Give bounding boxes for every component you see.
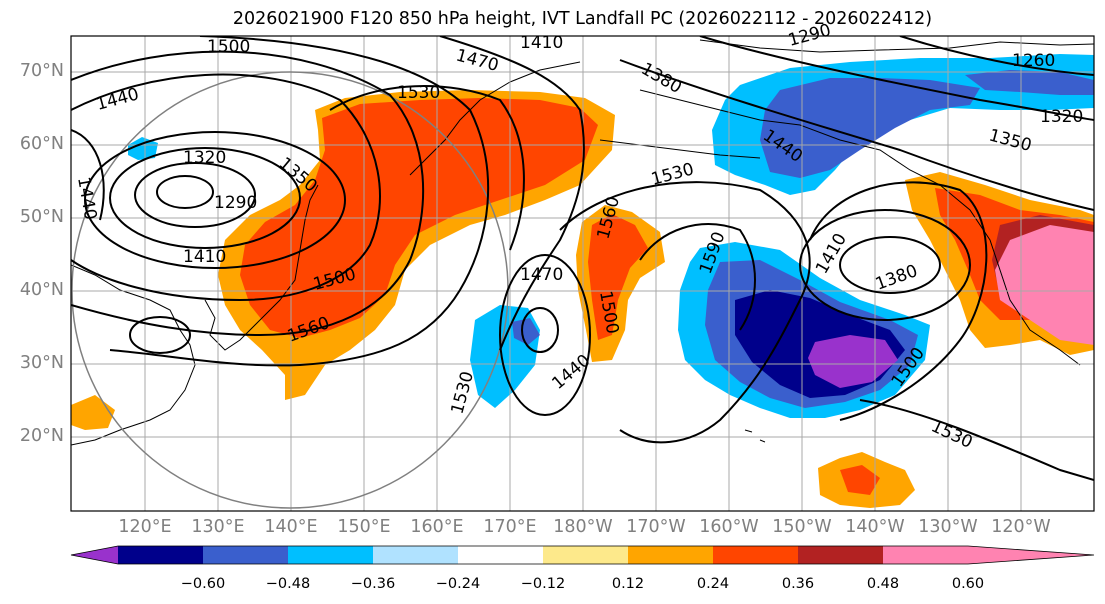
- arctic-coast: [699, 39, 1094, 53]
- asia-coast: [71, 264, 196, 446]
- contour-label: 1440: [94, 84, 141, 115]
- map-frame: [70, 35, 1095, 512]
- contour-label: 1470: [454, 46, 501, 77]
- contour-label: 1500: [207, 37, 250, 57]
- negative-anomaly-north-core: [760, 78, 980, 178]
- graticule: [71, 36, 1094, 511]
- contour-arc-3: [109, 36, 490, 367]
- lon-label-130w: 130°W: [918, 517, 978, 537]
- contour-arc-8: [809, 181, 988, 421]
- low-center-ring-4: [84, 131, 346, 269]
- lon-label-150e: 150°E: [337, 517, 391, 537]
- colorbar-segment: [288, 546, 373, 564]
- colorbar-tick-label: 0.36: [781, 576, 815, 592]
- lon-label-130e: 130°E: [191, 517, 245, 537]
- colorbar-min-arrow: [71, 546, 118, 564]
- contour-label: 1410: [520, 33, 563, 53]
- contour-arc-9: [619, 59, 1094, 211]
- lon-label-180w: 180°W: [553, 517, 613, 537]
- colorbar-segment: [203, 546, 288, 564]
- positive-patch-south-core: [840, 465, 880, 495]
- alaska-coast: [639, 89, 1081, 366]
- low-ring-small-inner: [521, 307, 559, 353]
- aleutians: [599, 139, 761, 159]
- ivt-shading: [71, 54, 1094, 508]
- lon-label-140w: 140°W: [845, 517, 905, 537]
- lat-label-70n: 70°N: [19, 61, 64, 81]
- lat-label-20n: 20°N: [19, 426, 64, 446]
- hawaii: [744, 429, 766, 443]
- map-title: 2026021900 F120 850 hPa height, IVT Land…: [232, 9, 933, 29]
- contour-label: 1470: [520, 265, 563, 285]
- contour-arc-13: [71, 129, 105, 221]
- negative-patch-west-core: [512, 318, 540, 345]
- low-center-ring-2: [134, 162, 256, 228]
- contour-arc-7: [639, 223, 756, 331]
- colorbar-tick-label: 0.60: [951, 576, 985, 592]
- lon-label-160w: 160°W: [699, 517, 759, 537]
- colorbar: [70, 545, 1095, 565]
- low-ring-small-outer: [499, 254, 591, 416]
- contour-label: 1320: [1040, 107, 1083, 127]
- contour-arc-11: [899, 36, 1094, 76]
- small-ring-west: [129, 316, 191, 354]
- contour-arc-1: [71, 73, 381, 302]
- contour-arc-12: [859, 399, 1094, 481]
- contour-label: 1530: [448, 369, 479, 416]
- contour-label: 1290: [214, 193, 257, 213]
- colorbar-segment: [373, 546, 458, 564]
- colorbar-tick-label: −0.48: [265, 576, 311, 592]
- contour-arc-4: [329, 85, 525, 251]
- colorbar-segment: [543, 546, 628, 564]
- lon-label-170e: 170°E: [483, 517, 537, 537]
- low-ring-east-outer: [799, 209, 971, 321]
- low-center-ring-1: [156, 175, 214, 209]
- lat-label-50n: 50°N: [19, 207, 64, 227]
- height-contours: [71, 36, 1094, 481]
- colorbar-segment: [883, 546, 968, 564]
- contour-label: 1320: [183, 148, 226, 168]
- lon-label-160e: 160°E: [410, 517, 464, 537]
- lat-label-40n: 40°N: [19, 280, 64, 300]
- colorbar-tick-label: 0.24: [696, 576, 730, 592]
- positive-anomaly-east-peak: [995, 225, 1094, 345]
- contour-arc-6: [559, 181, 811, 444]
- colorbar-segment: [458, 546, 543, 564]
- positive-patch-sw: [71, 395, 115, 430]
- contour-label: 1530: [397, 83, 440, 103]
- contour-arc-5: [439, 36, 585, 351]
- contour-label: 1260: [1012, 51, 1055, 71]
- colorbar-tick-label: −0.24: [435, 576, 481, 592]
- colorbar-max-arrow: [968, 546, 1094, 564]
- negative-anomaly-north-east: [965, 70, 1094, 95]
- lon-label-120w: 120°W: [991, 517, 1051, 537]
- colorbar-segment: [628, 546, 713, 564]
- lon-label-120e: 120°E: [118, 517, 172, 537]
- colorbar-tick-label: −0.12: [520, 576, 566, 592]
- lon-label-140e: 140°E: [264, 517, 318, 537]
- colorbar-tick-label: 0.12: [611, 576, 645, 592]
- colorbar-tick-label: −0.60: [180, 576, 226, 592]
- colorbar-tick-label: 0.48: [866, 576, 900, 592]
- positive-anomaly-central-core: [588, 214, 648, 340]
- lon-label-170w: 170°W: [626, 517, 686, 537]
- colorbar-segment: [713, 546, 798, 564]
- contour-label: 1530: [928, 416, 976, 452]
- lat-label-60n: 60°N: [19, 134, 64, 154]
- contour-arc-2: [71, 50, 425, 337]
- contour-label: 1440: [73, 175, 100, 221]
- colorbar-segment: [118, 546, 203, 564]
- contour-label: 1410: [183, 247, 226, 267]
- colorbar-tick-label: −0.36: [350, 576, 396, 592]
- low-center-ring-3: [109, 147, 301, 249]
- contour-arc-10: [699, 36, 1094, 121]
- colorbar-segment: [798, 546, 883, 564]
- lat-label-30n: 30°N: [19, 353, 64, 373]
- negative-patch-small: [128, 137, 158, 160]
- contour-label: 1380: [638, 59, 685, 98]
- lon-label-150w: 150°W: [772, 517, 832, 537]
- contour-label: 1350: [987, 126, 1034, 157]
- low-ring-east-inner: [839, 236, 941, 294]
